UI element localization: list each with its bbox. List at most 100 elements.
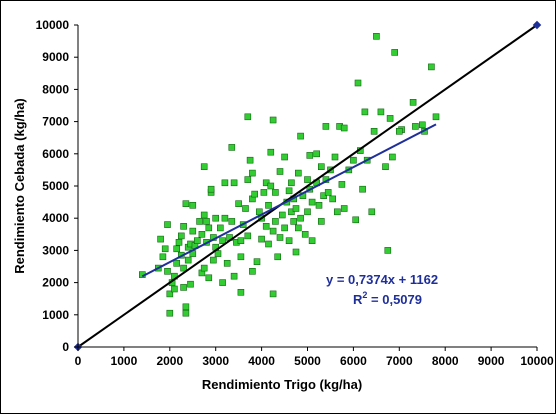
data-point bbox=[304, 208, 311, 216]
x-tick-label: 10000 bbox=[520, 354, 554, 368]
data-point bbox=[361, 108, 369, 116]
x-tick-label: 7000 bbox=[386, 354, 413, 368]
data-point bbox=[428, 63, 435, 71]
data-point bbox=[377, 108, 385, 116]
data-point bbox=[308, 237, 316, 244]
data-point bbox=[237, 237, 245, 244]
x-tick-label: 1000 bbox=[111, 354, 138, 368]
data-point bbox=[297, 214, 304, 222]
data-point bbox=[389, 153, 396, 161]
data-point bbox=[306, 152, 314, 159]
data-point bbox=[308, 198, 316, 206]
data-point bbox=[164, 221, 171, 228]
data-point bbox=[265, 202, 272, 209]
data-point bbox=[340, 124, 348, 132]
data-point bbox=[340, 205, 348, 212]
x-tick-label: 3000 bbox=[202, 354, 229, 368]
x-tick-label: 5000 bbox=[294, 354, 321, 368]
tick-labels: 0 1000 2000 3000 4000 5000 6000 7000 8000 9000 100… bbox=[36, 18, 554, 368]
data-point bbox=[200, 211, 208, 219]
data-point bbox=[161, 245, 169, 253]
data-point bbox=[173, 259, 180, 267]
data-point bbox=[189, 227, 197, 235]
data-point bbox=[244, 232, 252, 240]
data-point bbox=[228, 144, 236, 151]
data-point bbox=[228, 218, 236, 225]
data-point bbox=[200, 264, 208, 272]
data-point bbox=[274, 253, 282, 261]
data-point bbox=[292, 248, 300, 256]
data-point bbox=[331, 153, 339, 161]
data-point bbox=[221, 179, 229, 187]
x-tick-label: 4000 bbox=[248, 354, 275, 368]
data-point bbox=[196, 218, 203, 225]
data-point bbox=[200, 163, 208, 170]
y-tick-label: 2000 bbox=[42, 276, 69, 290]
data-point bbox=[418, 121, 426, 129]
data-point bbox=[180, 264, 187, 272]
data-point bbox=[178, 232, 185, 240]
data-point bbox=[219, 237, 226, 244]
data-point bbox=[260, 189, 268, 196]
data-point bbox=[432, 113, 440, 121]
data-point bbox=[276, 168, 284, 175]
data-point bbox=[184, 256, 192, 264]
data-point bbox=[210, 256, 217, 264]
data-point bbox=[288, 179, 295, 187]
data-point bbox=[249, 267, 256, 275]
data-points bbox=[139, 32, 440, 317]
data-point bbox=[338, 181, 346, 188]
y-tick-label: 5000 bbox=[42, 179, 69, 193]
data-point bbox=[159, 253, 167, 261]
data-point bbox=[409, 99, 417, 106]
data-point bbox=[246, 156, 254, 164]
data-point bbox=[395, 128, 403, 135]
data-point bbox=[370, 128, 378, 135]
data-point bbox=[230, 272, 238, 280]
data-point bbox=[297, 132, 304, 140]
data-point bbox=[212, 214, 219, 222]
trend-line bbox=[141, 123, 437, 278]
data-point bbox=[203, 218, 210, 225]
data-point bbox=[180, 223, 187, 230]
data-point bbox=[269, 116, 277, 124]
data-point bbox=[166, 309, 174, 317]
data-point bbox=[214, 250, 222, 257]
data-point bbox=[322, 123, 330, 130]
data-point bbox=[235, 200, 242, 207]
x-tick-label: 0 bbox=[75, 354, 82, 368]
data-point bbox=[352, 216, 360, 224]
data-point bbox=[294, 169, 302, 177]
data-point bbox=[262, 223, 270, 230]
y-tick-label: 10000 bbox=[36, 18, 70, 32]
data-point bbox=[281, 224, 288, 232]
y-axis-title: Rendimiento Cebada (kg/ha) bbox=[12, 98, 27, 274]
data-point bbox=[276, 234, 284, 241]
x-tick-label: 6000 bbox=[340, 354, 367, 368]
y-tick-label: 6000 bbox=[42, 147, 69, 161]
data-point bbox=[171, 285, 178, 293]
y-tick-label: 1000 bbox=[42, 308, 69, 322]
data-point bbox=[290, 218, 298, 225]
data-point bbox=[189, 202, 197, 209]
data-point bbox=[166, 290, 174, 298]
data-point bbox=[294, 224, 302, 232]
data-point bbox=[373, 32, 380, 40]
data-point bbox=[175, 239, 183, 246]
data-point bbox=[207, 185, 215, 193]
data-point bbox=[315, 202, 323, 209]
y-tick-label: 8000 bbox=[42, 82, 69, 96]
data-point bbox=[272, 189, 279, 196]
data-point bbox=[386, 115, 394, 122]
data-point bbox=[292, 205, 300, 212]
data-point bbox=[237, 253, 245, 261]
data-point bbox=[382, 163, 389, 170]
data-point bbox=[288, 208, 295, 216]
data-point bbox=[285, 187, 293, 195]
data-point bbox=[221, 214, 229, 222]
data-point bbox=[301, 231, 309, 238]
data-point bbox=[269, 290, 277, 298]
data-point bbox=[230, 179, 238, 187]
data-point bbox=[194, 237, 201, 244]
